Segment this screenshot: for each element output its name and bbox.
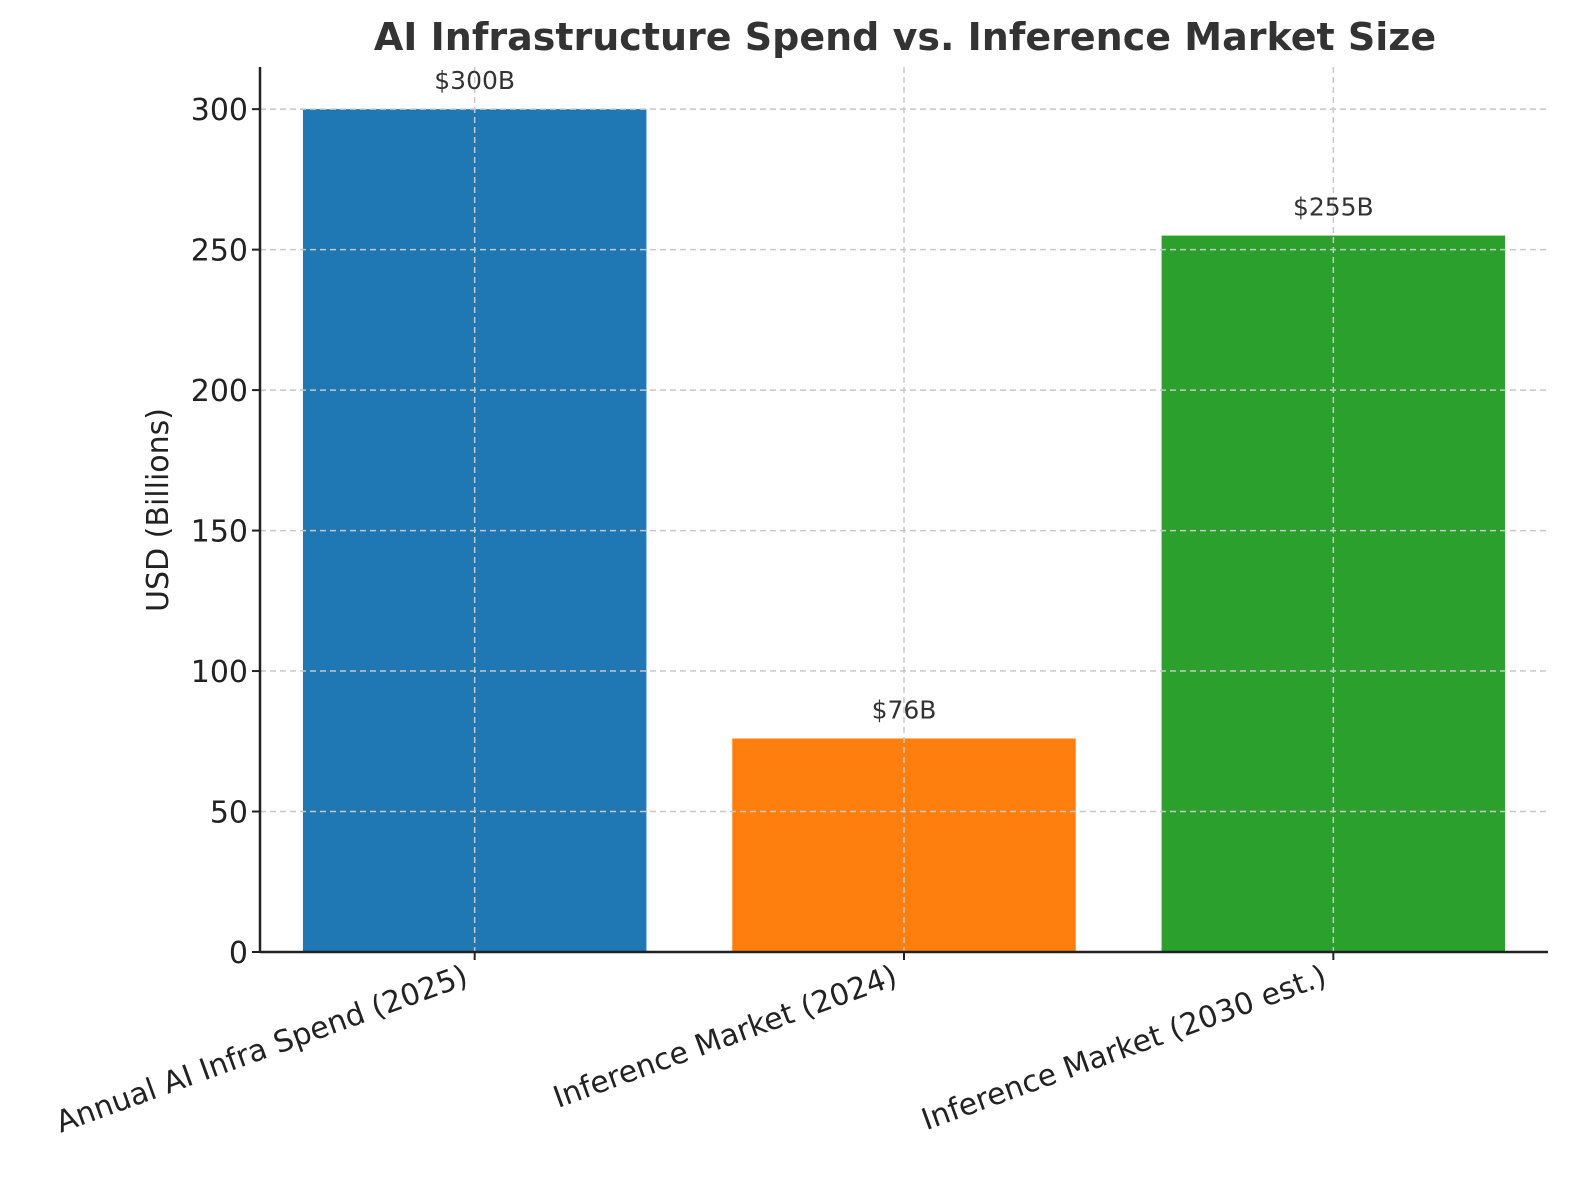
y-tick-label-5: 250 bbox=[191, 234, 248, 269]
x-tick-label-2: Inference Market (2024) bbox=[549, 959, 902, 1116]
y-tick-label-6: 300 bbox=[191, 93, 248, 128]
y-tick-label-4: 200 bbox=[191, 374, 248, 409]
bar-2 bbox=[732, 738, 1076, 952]
y-tick-label-0: 0 bbox=[229, 936, 248, 971]
data-label-1: $300B bbox=[434, 66, 515, 95]
y-tick-label-2: 100 bbox=[191, 655, 248, 690]
y-tick-label-3: 150 bbox=[191, 515, 248, 550]
data-label-2: $76B bbox=[872, 695, 937, 724]
y-axis-label: USD (Billions) bbox=[141, 408, 176, 612]
bar-3 bbox=[1161, 235, 1506, 953]
x-tick-label-3: Inference Market (2030 est.) bbox=[917, 959, 1331, 1138]
axes bbox=[252, 67, 1548, 960]
grid bbox=[260, 67, 1548, 952]
chart-title: AI Infrastructure Spend vs. Inference Ma… bbox=[374, 15, 1436, 59]
x-tick-label-1: Annual AI Infra Spend (2025) bbox=[51, 959, 472, 1141]
y-tick-label-1: 50 bbox=[210, 796, 248, 831]
data-label-3: $255B bbox=[1293, 193, 1374, 222]
